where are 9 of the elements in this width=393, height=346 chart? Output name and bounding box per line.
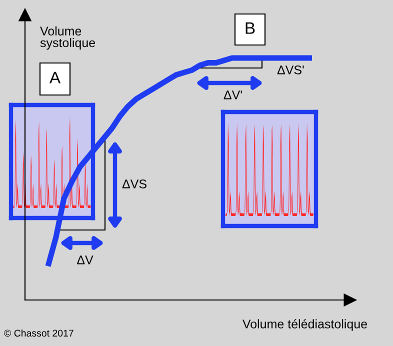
- text: B: [246, 22, 255, 34]
- x-axis-title: Volume télédiastolique: [242, 319, 367, 331]
- annotation: ΔVS': [277, 66, 304, 74]
- y-axis-title: Volume systolique: [40, 26, 96, 50]
- text: © Chassot 2017: [4, 329, 74, 337]
- annotation: ΔV': [224, 90, 242, 100]
- annotation: A: [49, 72, 61, 84]
- annotation: ΔV: [77, 256, 94, 264]
- annotation: ΔVS: [122, 180, 146, 188]
